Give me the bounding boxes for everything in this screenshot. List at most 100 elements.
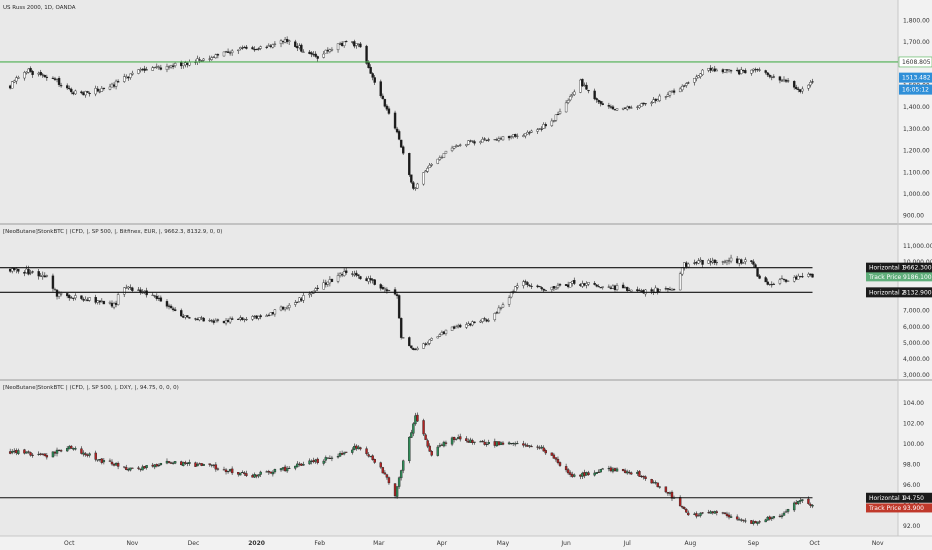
candle[interactable] — [456, 325, 460, 327]
candle[interactable] — [752, 521, 755, 524]
candle[interactable] — [509, 442, 513, 444]
candle[interactable] — [550, 452, 554, 456]
candle[interactable] — [664, 288, 668, 290]
candle[interactable] — [402, 146, 405, 154]
candle[interactable] — [623, 470, 627, 473]
candle[interactable] — [8, 268, 12, 272]
candle[interactable] — [450, 147, 454, 151]
candle[interactable] — [695, 76, 698, 79]
candle[interactable] — [758, 69, 761, 71]
candle[interactable] — [695, 262, 698, 264]
candle[interactable] — [672, 289, 676, 291]
candle[interactable] — [456, 437, 460, 439]
candle[interactable] — [799, 500, 802, 502]
candle[interactable] — [74, 295, 77, 299]
candle[interactable] — [658, 95, 661, 101]
candle[interactable] — [344, 270, 348, 273]
candle[interactable] — [707, 512, 710, 514]
candle[interactable] — [110, 83, 114, 88]
candle[interactable] — [114, 80, 118, 87]
candle[interactable] — [408, 337, 411, 347]
candle[interactable] — [416, 414, 419, 422]
candle[interactable] — [501, 304, 505, 308]
pane-stonk-btc-eur[interactable]: 3,000.00 4,000.00 5,000.00 6,000.00 7,000.00… — [0, 243, 932, 379]
candle[interactable] — [51, 275, 55, 289]
candle[interactable] — [184, 462, 187, 464]
candle[interactable] — [27, 269, 30, 275]
candle[interactable] — [784, 279, 788, 282]
candle[interactable] — [554, 287, 558, 290]
candle[interactable] — [809, 503, 812, 506]
candle[interactable] — [269, 471, 273, 474]
candle[interactable] — [68, 295, 71, 299]
candle[interactable] — [597, 100, 600, 103]
candle[interactable] — [640, 476, 643, 478]
candle[interactable] — [45, 455, 49, 458]
candle[interactable] — [212, 56, 216, 58]
track-price-tag[interactable] — [866, 272, 932, 282]
candle[interactable] — [70, 297, 73, 299]
candle[interactable] — [707, 68, 710, 71]
candle[interactable] — [424, 170, 427, 173]
candle[interactable] — [725, 260, 729, 263]
candle[interactable] — [469, 439, 472, 443]
candle[interactable] — [542, 447, 545, 452]
candle[interactable] — [123, 287, 126, 295]
candle[interactable] — [31, 71, 34, 75]
candle[interactable] — [155, 66, 159, 68]
candle[interactable] — [27, 68, 30, 73]
candle[interactable] — [687, 512, 690, 516]
candle[interactable] — [628, 471, 631, 474]
candle[interactable] — [693, 262, 696, 264]
candle[interactable] — [159, 297, 163, 302]
candle[interactable] — [399, 470, 403, 479]
candle[interactable] — [294, 302, 297, 305]
candle[interactable] — [228, 318, 232, 323]
candle[interactable] — [186, 62, 189, 65]
candle[interactable] — [145, 69, 148, 71]
candle[interactable] — [269, 312, 273, 316]
candle[interactable] — [13, 80, 16, 83]
candle[interactable] — [801, 499, 804, 501]
candle[interactable] — [314, 53, 317, 57]
candle[interactable] — [245, 473, 248, 476]
candle[interactable] — [184, 62, 187, 66]
candle[interactable] — [609, 467, 613, 472]
candle[interactable] — [735, 516, 739, 520]
candle[interactable] — [522, 281, 525, 286]
candle[interactable] — [180, 310, 183, 317]
candle[interactable] — [137, 69, 140, 74]
candle[interactable] — [499, 307, 503, 309]
candle[interactable] — [509, 292, 513, 298]
candle[interactable] — [253, 48, 256, 51]
candle[interactable] — [359, 276, 362, 280]
candle[interactable] — [801, 88, 804, 92]
candle[interactable] — [17, 450, 20, 454]
candle[interactable] — [383, 99, 387, 107]
candle[interactable] — [558, 284, 562, 286]
candle[interactable] — [593, 90, 596, 100]
candle[interactable] — [29, 272, 32, 274]
candle[interactable] — [279, 306, 283, 311]
candle[interactable] — [568, 472, 572, 475]
candle[interactable] — [116, 462, 120, 467]
candle[interactable] — [230, 50, 234, 53]
candle[interactable] — [593, 472, 596, 476]
candle[interactable] — [169, 305, 173, 309]
candle[interactable] — [668, 90, 672, 96]
candle[interactable] — [599, 101, 602, 104]
candle[interactable] — [680, 85, 684, 91]
candle[interactable] — [13, 450, 16, 452]
candle[interactable] — [599, 287, 602, 289]
candle[interactable] — [786, 280, 790, 282]
candle[interactable] — [454, 145, 458, 148]
candle[interactable] — [202, 463, 205, 466]
candle[interactable] — [344, 41, 348, 43]
candle[interactable] — [395, 294, 399, 297]
candle[interactable] — [740, 69, 743, 74]
candle[interactable] — [340, 453, 344, 455]
candle[interactable] — [481, 318, 484, 322]
candle[interactable] — [241, 472, 244, 474]
candle[interactable] — [750, 69, 753, 74]
candle[interactable] — [171, 308, 175, 310]
